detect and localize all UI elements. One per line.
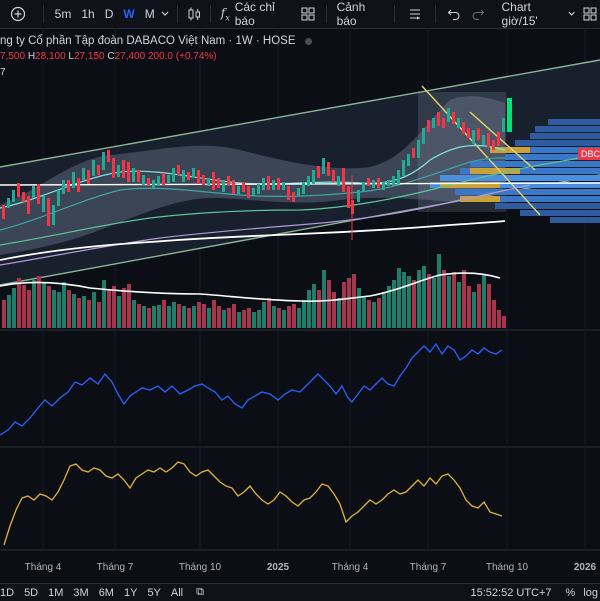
horizontal-level — [0, 182, 600, 186]
ohlc-row: 7,500 H28,100 L27,150 C27,400 200.0 (+0.… — [0, 49, 312, 65]
more-layouts-button[interactable] — [580, 0, 600, 28]
highlight-box — [418, 92, 506, 212]
chevron-down-icon — [568, 11, 576, 16]
blue-indicator-line — [0, 342, 503, 436]
redo-button[interactable] — [466, 0, 490, 28]
time-axis-label: Tháng 10 — [178, 562, 222, 573]
timeframe-1h[interactable]: 1h — [81, 7, 95, 21]
symbol-title: ng ty Cổ phần Tập đoàn DABACO Việt Nam ·… — [0, 35, 296, 47]
undo-icon — [447, 9, 460, 20]
range-1y[interactable]: 1Y — [123, 586, 138, 599]
plus-circle-icon — [11, 6, 26, 22]
timeframe-w[interactable]: W — [123, 7, 135, 21]
indicators-label: Các chỉ báo — [234, 0, 275, 28]
range-1d[interactable]: 1D — [0, 586, 15, 599]
range-1m[interactable]: 1M — [48, 586, 64, 599]
channel-lower-line — [0, 174, 600, 286]
open-value: 7,500 — [0, 51, 26, 62]
toolbar-divider — [325, 5, 327, 23]
ma-line-purple — [0, 184, 531, 266]
range-all[interactable]: All — [170, 586, 184, 599]
toolbar-divider — [394, 5, 396, 23]
time-axis-label: Tháng 7 — [96, 562, 134, 573]
high-value: 28,100 — [35, 51, 66, 62]
change-value: 200.0 (+0.74%) — [147, 51, 217, 62]
ma-line-green — [0, 152, 600, 246]
ma-line-teal — [0, 157, 506, 231]
time-axis-label: Tháng 10 — [485, 562, 529, 573]
undo-button[interactable] — [442, 0, 466, 28]
fib-line — [421, 85, 541, 216]
volume-profile — [430, 119, 600, 223]
close-label: C — [107, 51, 115, 62]
range-5y[interactable]: 5Y — [147, 586, 161, 599]
template-label: Chart giờ/15' — [501, 0, 538, 28]
candles-icon — [188, 7, 200, 21]
layout-button[interactable] — [296, 0, 320, 28]
indicators-button[interactable]: fx Các chỉ báo — [217, 0, 296, 28]
time-axis-label: 2026 — [573, 562, 597, 573]
redo-icon — [472, 9, 484, 20]
time-axis-label: Tháng 4 — [24, 562, 62, 573]
replay-button[interactable] — [401, 0, 429, 28]
timeframe-dropdown[interactable] — [160, 0, 171, 28]
top-toolbar: 5m 1h D W M fx Các chỉ báo Cảnh báo Ch — [0, 0, 600, 29]
timeframe-d[interactable]: D — [104, 7, 114, 21]
range-5d[interactable]: 5D — [24, 586, 39, 599]
template-dropdown[interactable]: Chart giờ/15' — [498, 0, 580, 28]
grid-icon — [301, 7, 315, 21]
grid-lines — [42, 28, 586, 550]
range-3m[interactable]: 3M — [73, 586, 89, 599]
bottom-toolbar: 1D 5D 1M 3M 6M 1Y 5Y All ⧉ 15:52:52 UTC+… — [0, 583, 600, 601]
chevron-down-icon — [161, 11, 169, 16]
go-to-date-icon[interactable]: ⧉ — [196, 586, 204, 598]
replay-icon — [410, 9, 421, 20]
fib-line — [469, 111, 536, 171]
market-status-dot — [304, 37, 312, 45]
time-axis-label: 2025 — [266, 562, 290, 573]
high-label: H — [27, 51, 36, 62]
percent-toggle[interactable]: % — [565, 586, 576, 599]
add-symbol-button[interactable] — [0, 0, 37, 28]
indicator-value: 7 — [0, 67, 6, 78]
alerts-button[interactable]: Cảnh báo — [336, 0, 366, 28]
ma-line-white — [0, 220, 506, 261]
toolbar-divider — [42, 5, 44, 23]
range-6m[interactable]: 6M — [98, 586, 114, 599]
volume-bars — [2, 254, 506, 328]
low-value: 27,150 — [73, 51, 105, 62]
time-axis-label: Tháng 4 — [331, 562, 369, 573]
timeframe-m[interactable]: M — [144, 7, 155, 21]
chart-legend: ng ty Cổ phần Tập đoàn DABACO Việt Nam ·… — [0, 33, 312, 81]
function-icon: fx — [220, 5, 230, 23]
price-candles — [2, 98, 512, 240]
toolbar-divider — [209, 5, 211, 23]
log-toggle[interactable]: log — [583, 586, 598, 599]
time-axis-label: Tháng 7 — [409, 562, 447, 573]
price-tag-dbc: DBC — [578, 148, 600, 160]
ma-line-cyan — [0, 144, 506, 209]
toolbar-divider — [176, 5, 178, 23]
grid-icon — [583, 7, 597, 21]
band-cloud — [0, 96, 505, 256]
clock[interactable]: 15:52:52 UTC+7 — [470, 586, 552, 599]
yellow-indicator-line — [3, 461, 503, 546]
timeframe-5m[interactable]: 5m — [54, 7, 72, 21]
trend-channel — [0, 60, 600, 285]
volume-ma-line — [0, 272, 501, 302]
low-label: L — [68, 51, 74, 62]
chart-type-button[interactable] — [184, 0, 204, 28]
toolbar-divider — [434, 5, 436, 23]
close-value: 27,400 — [114, 51, 146, 62]
